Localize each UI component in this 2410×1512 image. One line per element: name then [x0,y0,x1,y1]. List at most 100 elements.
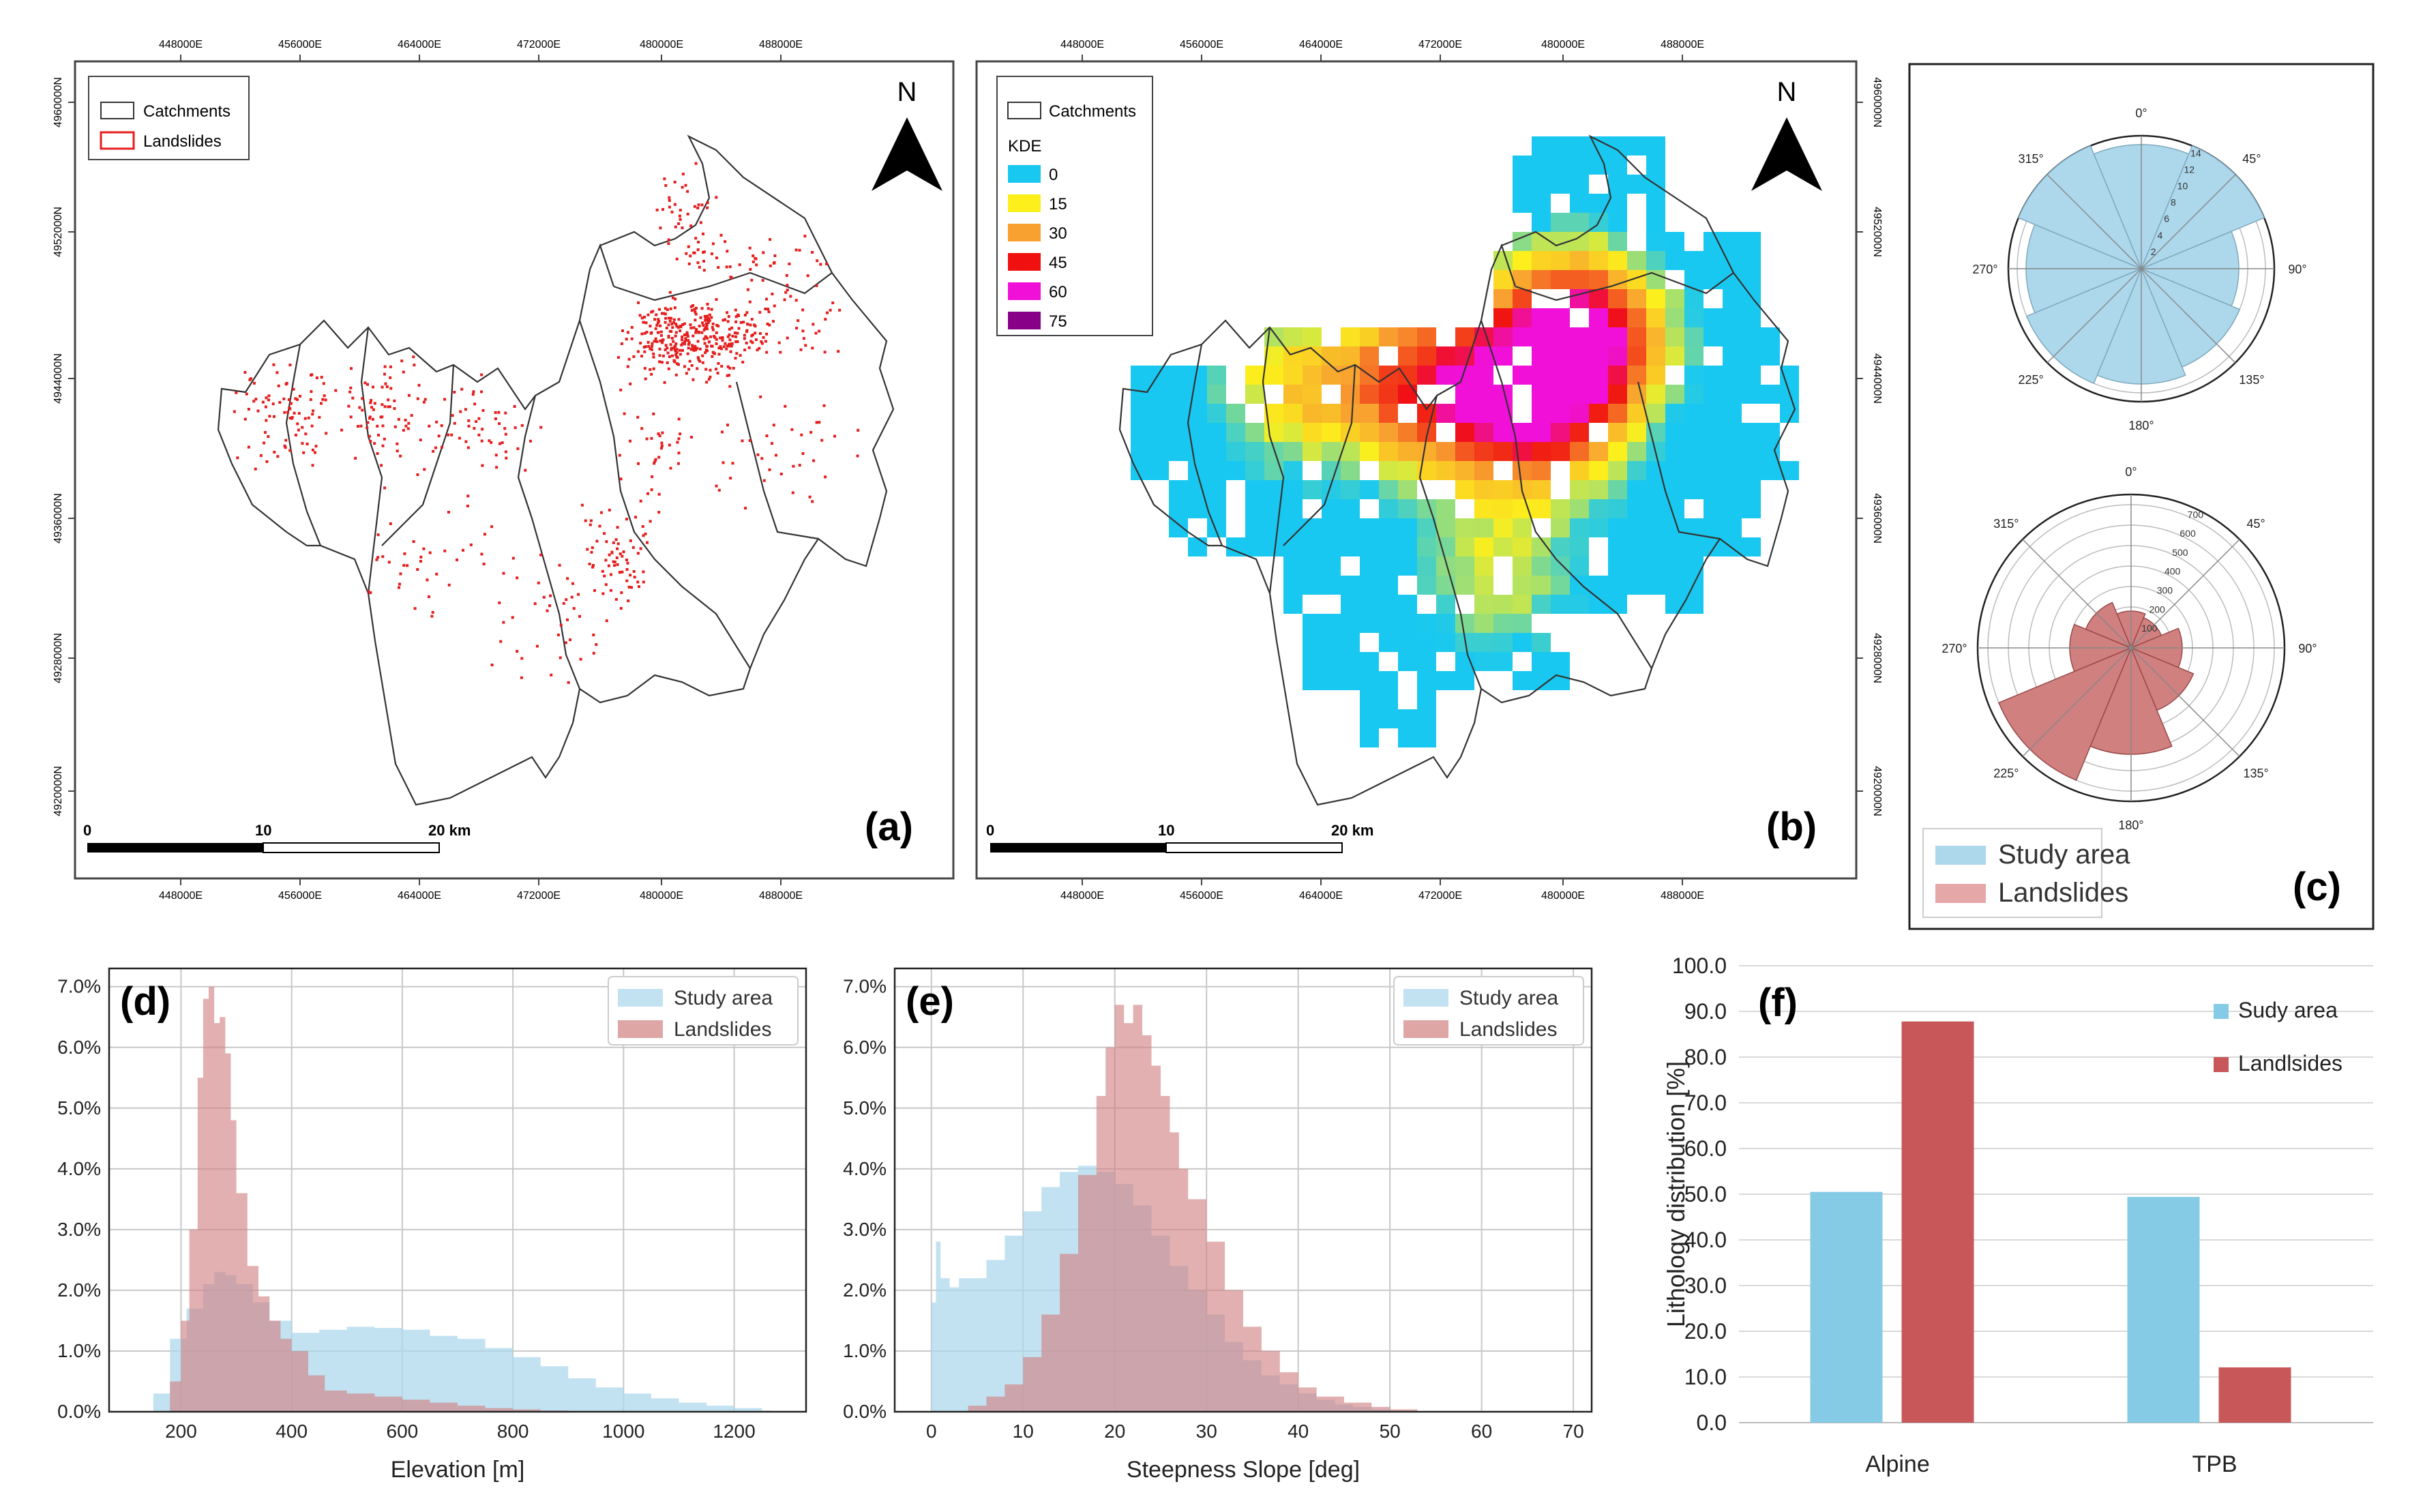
x-tick-label: 488000E [759,890,803,902]
landslide-point [385,385,389,388]
kde-cell [1627,308,1646,327]
landslide-point [777,341,781,344]
landslide-point [655,340,659,343]
landslide-point [643,350,646,353]
landslide-point [310,424,314,428]
landslide-point [693,251,696,254]
kde-cell [1627,175,1646,194]
kde-cell [1264,442,1283,461]
landslide-point [815,284,818,287]
kde-cell [1398,499,1417,518]
landslide-point [243,417,247,421]
legend-swatch [2214,1057,2229,1072]
polar-radial-tick-label: 14 [2190,147,2201,158]
landslide-point [673,306,676,310]
landslide-point [749,340,753,343]
kde-cell [1188,499,1207,518]
y-tick-label: 7.0% [843,976,887,997]
landslide-point [620,591,623,594]
landslide-point [686,190,689,193]
polar-radial-tick-label: 10 [2177,180,2188,191]
kde-cell [1608,557,1627,576]
landslide-point [614,538,618,542]
kde-cell [1646,308,1665,327]
landslide-point [745,342,748,344]
y-tick-label: 3.0% [57,1219,101,1240]
kde-cell [1417,518,1436,537]
landslide-point [243,371,247,374]
kde-cell [1723,423,1742,442]
landslide-point [233,410,236,413]
kde-cell [1436,499,1455,518]
kde-cell [1188,385,1207,404]
landslide-point [654,458,657,461]
landslide-point [674,353,677,356]
landslide-point [698,359,702,363]
kde-cell [1150,442,1169,461]
landslide-point [677,417,681,421]
landslide-point [375,558,378,561]
kde-cell [1589,270,1608,289]
kde-cell [1360,442,1379,461]
landslide-point [734,335,737,338]
kde-cell [1417,652,1436,671]
plot-frame [108,967,807,1413]
kde-cell [1360,652,1379,671]
kde-cell [1570,595,1589,614]
landslide-point [625,579,629,582]
landslide-point [458,436,461,440]
landslide-point [297,428,300,432]
landslide-point [372,385,374,389]
landslide-point [546,609,549,612]
landslide-point [295,398,299,401]
y-tick-label: 1.0% [57,1340,101,1361]
landslide-point [697,331,700,334]
landslide-point [324,398,327,402]
landslide-point [366,383,369,386]
y-tick-label: 1.0% [843,1340,887,1361]
kde-cell [1341,576,1360,595]
kde-cell [1761,346,1780,366]
landslide-point [320,376,323,379]
landslide-point [666,346,669,350]
landslide-point [719,345,722,349]
landslide-point [752,254,755,258]
kde-cell [1570,557,1589,576]
kde-cell [1417,614,1436,633]
bar-tpb-study-area [2127,1197,2200,1423]
kde-cell [1303,518,1322,537]
kde-cell [1493,442,1513,461]
landslide-point [363,381,367,385]
landslide-point [407,394,411,397]
landslide-point [667,316,670,320]
landslide-point [303,417,307,420]
landslide-point [856,454,859,458]
landslide-point [621,570,624,574]
landslide-point [284,439,288,442]
kde-cell [1341,499,1360,518]
kde-cell [1455,480,1474,499]
landslide-point [653,318,657,321]
landslide-point [799,348,803,351]
kde-cell [1417,633,1436,652]
kde-cell [1455,576,1474,595]
landslide-point [713,352,716,355]
landslide-point [294,397,297,400]
landslide-point [558,563,561,567]
kde-cell [1474,652,1493,671]
kde-cell [1455,614,1474,633]
landslide-point [666,308,669,312]
x-tick-label: 488000E [1661,890,1704,902]
landslide-point [741,439,744,443]
landslide-point [494,417,497,420]
landslide-point [483,533,486,536]
landslide-point [622,550,625,554]
landslide-point [728,366,732,370]
panel-a-frame [74,60,955,880]
kde-cell [1589,232,1608,251]
catchment-divide [1515,271,1734,301]
kde-cell [1169,366,1188,385]
landslide-point [715,368,717,371]
landslide-point [533,602,537,606]
landslide-point [586,548,589,551]
